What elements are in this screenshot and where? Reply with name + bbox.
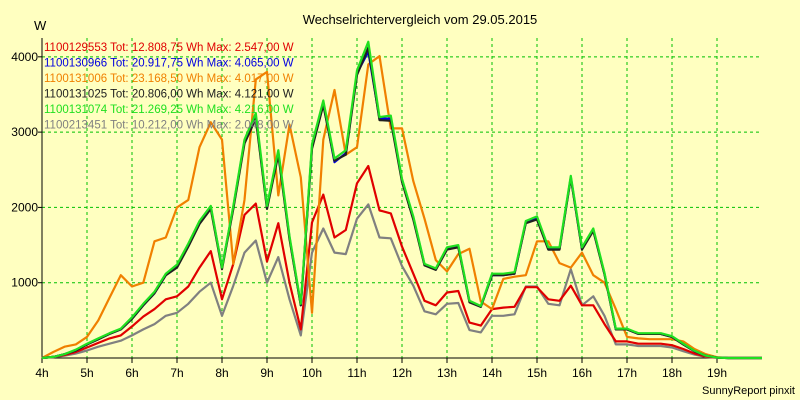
x-tick-label: 15h (527, 366, 547, 380)
chart-title: Wechselrichtervergleich vom 29.05.2015 (303, 12, 538, 27)
y-tick-label: 3000 (11, 125, 38, 139)
x-tick-label: 17h (617, 366, 637, 380)
x-tick-label: 14h (482, 366, 502, 380)
legend-entry: 1100131074 Tot: 21.269,25 Wh Max: 4.216,… (44, 104, 294, 116)
legend: 1100129553 Tot: 12.808,75 Wh Max: 2.547,… (44, 42, 294, 132)
x-tick-label: 7h (170, 366, 183, 380)
x-tick-label: 5h (80, 366, 93, 380)
legend-entry: 1100131025 Tot: 20.806,00 Wh Max: 4.121,… (44, 89, 294, 101)
legend-entry: 1100131006 Tot: 23.168,50 Wh Max: 4.017,… (44, 73, 294, 85)
x-tick-label: 8h (215, 366, 228, 380)
series-line-6 (41, 203, 762, 360)
x-tick-label: 6h (125, 366, 138, 380)
y-tick-label: 4000 (11, 50, 38, 64)
grid (42, 38, 762, 358)
x-tick-label: 9h (260, 366, 273, 380)
y-tick-label: 2000 (11, 200, 38, 214)
x-tick-label: 13h (437, 366, 457, 380)
footer-credit: SunnyReport pinxit (702, 385, 795, 397)
x-tick-label: 4h (35, 366, 48, 380)
x-tick-label: 12h (392, 366, 412, 380)
x-tick-label: 18h (662, 366, 682, 380)
series-line-5 (41, 40, 762, 360)
x-tick-label: 19h (707, 366, 727, 380)
legend-entry: 1100129553 Tot: 12.808,75 Wh Max: 2.547,… (44, 42, 294, 54)
series-line-3 (41, 54, 762, 360)
x-tick-label: 11h (347, 366, 366, 380)
x-tick-label: 16h (572, 366, 592, 380)
axes: 1000 2000 3000 4000 4h 5h 6h 7h 8h 9h 10h 11h 12h 13h… (11, 38, 762, 380)
y-axis-label: W (34, 18, 47, 33)
legend-entry: 1100130966 Tot: 20.917,75 Wh Max: 4.065,… (44, 58, 294, 70)
series-group (41, 40, 762, 360)
legend-entry: 1100213451 Tot: 10.212,00 Wh Max: 2.048,… (44, 120, 294, 132)
x-tick-label: 10h (302, 366, 322, 380)
series-line-1 (41, 164, 762, 360)
y-tick-label: 1000 (11, 276, 38, 290)
